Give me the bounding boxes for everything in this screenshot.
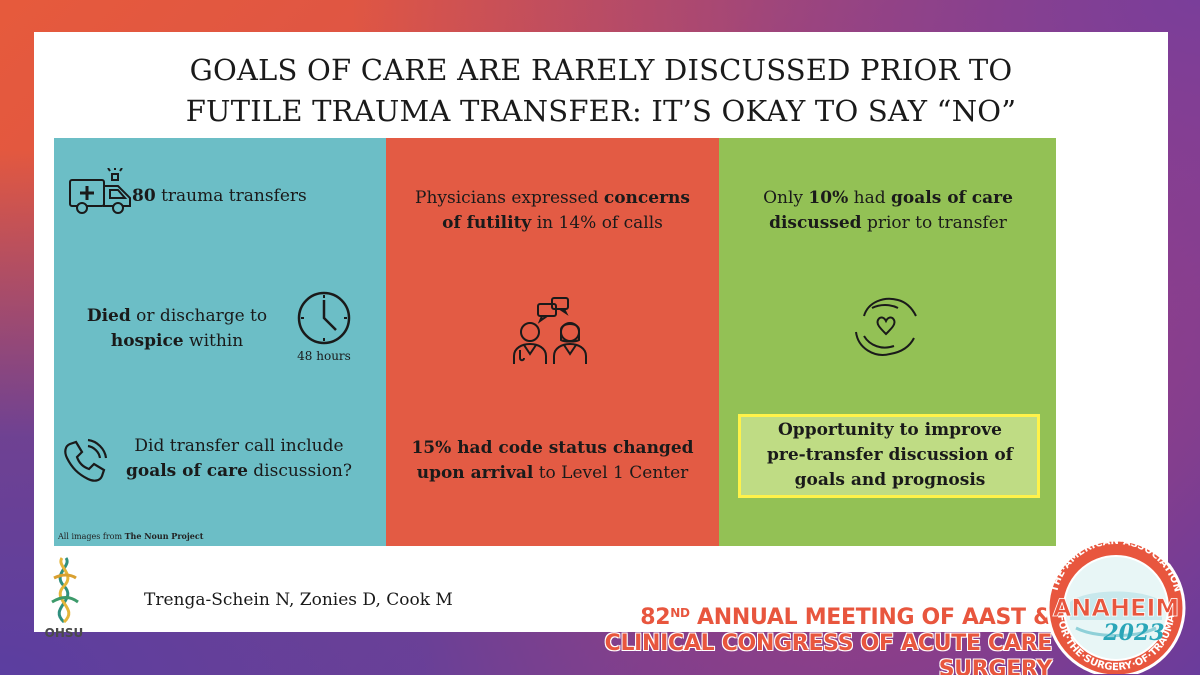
call-text: Did transfer call include goals of care … bbox=[104, 434, 374, 484]
code-bold-2: upon arrival bbox=[416, 463, 534, 483]
hospice-rest: within bbox=[183, 331, 244, 351]
goals-line-1-mid: had bbox=[848, 188, 892, 208]
hours-label: 48 hours bbox=[297, 349, 351, 363]
seal-year: 2023 bbox=[1102, 620, 1164, 646]
phone-icon bbox=[64, 438, 108, 482]
authors: Trenga-Schein N, Zonies D, Cook M bbox=[144, 590, 453, 610]
meeting-title: 82ND ANNUAL MEETING OF AAST & CLINICAL C… bbox=[512, 605, 1053, 675]
ohsu-label: OHSU bbox=[44, 626, 84, 640]
died-bold: Died bbox=[86, 306, 131, 326]
credit-prefix: All images from bbox=[58, 532, 125, 541]
meeting-sup: ND bbox=[670, 606, 690, 620]
goals-line-1-bold: goals of care bbox=[891, 188, 1013, 208]
chat-icon bbox=[537, 297, 569, 324]
opportunity-text: Opportunity to improve pre-transfer disc… bbox=[740, 418, 1040, 493]
seal-city: ANAHEIM bbox=[1053, 594, 1180, 622]
goals-line-2-rest: prior to transfer bbox=[861, 213, 1007, 233]
title-line-1: GOALS OF CARE ARE RARELY DISCUSSED PRIOR… bbox=[189, 53, 1013, 87]
died-text: Died or discharge to hospice within bbox=[62, 304, 292, 354]
futility-text: Physicians expressed concerns of futilit… bbox=[390, 186, 715, 236]
hospice-bold: hospice bbox=[110, 331, 184, 351]
code-status-text: 15% had code status changed upon arrival… bbox=[390, 436, 715, 486]
transfers-count: 80 bbox=[132, 186, 156, 206]
code-pct: 15% had bbox=[411, 438, 499, 458]
clock-icon bbox=[297, 291, 351, 345]
futility-line-1-plain: Physicians expressed bbox=[415, 188, 604, 208]
opportunity-line-1: Opportunity to improve bbox=[778, 420, 1002, 440]
doctors-icon bbox=[513, 297, 587, 364]
opportunity-line-2: pre-transfer discussion of bbox=[767, 445, 1013, 465]
credit-source: The Noun Project bbox=[124, 531, 204, 541]
opportunity-line-3: goals and prognosis bbox=[794, 470, 986, 490]
call-line-2-rest: discussion? bbox=[247, 461, 352, 481]
ohsu-logo-icon bbox=[51, 557, 79, 624]
slide-title: GOALS OF CARE ARE RARELY DISCUSSED PRIOR… bbox=[34, 50, 1168, 132]
futility-line-1-bold: concerns bbox=[603, 188, 690, 208]
goals-line-1-pct: 10% bbox=[808, 188, 849, 208]
transfers-text: 80 trauma transfers bbox=[132, 184, 342, 209]
meeting-line-1-rest: ANNUAL MEETING OF AAST & bbox=[689, 605, 1052, 630]
image-credit: All images from The Noun Project bbox=[58, 531, 203, 541]
goals-line-1-plain: Only bbox=[763, 188, 809, 208]
code-rest: to Level 1 Center bbox=[533, 463, 689, 483]
opportunity-box bbox=[738, 414, 1040, 498]
futility-line-2-bold: of futility bbox=[442, 213, 532, 233]
goals-text: Only 10% had goals of care discussed pri… bbox=[722, 186, 1054, 236]
transfers-label: trauma transfers bbox=[155, 186, 307, 206]
call-line-1: Did transfer call include bbox=[134, 436, 344, 456]
futility-line-2-rest: in 14% of calls bbox=[531, 213, 663, 233]
died-rest: or discharge to bbox=[130, 306, 268, 326]
title-line-2: FUTILE TRAUMA TRANSFER: IT’S OKAY TO SAY… bbox=[185, 94, 1017, 128]
meeting-line-2: CLINICAL CONGRESS OF ACUTE CARE SURGERY bbox=[604, 631, 1053, 675]
call-goals-bold: goals of care bbox=[125, 461, 248, 481]
care-hands-icon bbox=[855, 297, 917, 356]
aast-seal: THE·AMERICAN·ASSOCIATION FOR·THE·SURGERY… bbox=[1046, 536, 1186, 674]
code-bold-1: code status changed bbox=[498, 438, 694, 458]
meeting-num: 82 bbox=[640, 605, 671, 630]
panel-futility bbox=[386, 138, 719, 546]
goals-line-2-bold: discussed bbox=[769, 213, 862, 233]
ambulance-icon bbox=[69, 168, 131, 214]
